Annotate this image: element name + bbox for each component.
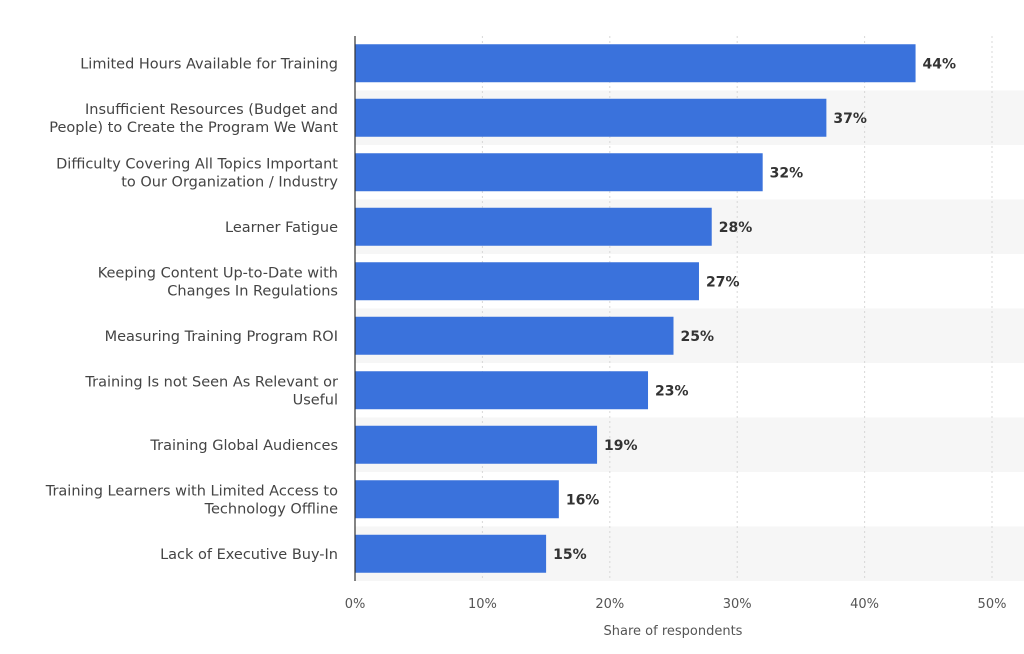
x-tick-labels: 0% 10% 20% 30% 40% 50% [345,597,1007,612]
data-label: 16% [566,492,600,508]
data-label: 25% [681,329,715,345]
data-label: 44% [923,56,957,72]
category-label: Training Learners with Limited Access to… [45,483,338,517]
data-label: 19% [604,438,638,454]
x-axis-title: Share of respondents [604,624,743,639]
bar [355,316,674,355]
data-label: 28% [719,220,753,236]
category-label: Learner Fatigue [225,220,338,236]
category-label: Insufficient Resources (Budget and People… [49,102,338,136]
data-label: 27% [706,274,740,290]
bar [355,153,763,192]
bar [355,262,699,301]
x-tick-label: 40% [850,597,879,612]
x-tick-label: 0% [345,597,366,612]
data-label: 37% [833,111,867,127]
value-labels: 44% 37% 32% 28% 27% 25% 23% 19% 16% 15% [553,56,956,563]
category-label: Lack of Executive Buy-In [160,547,338,563]
x-tick-label: 20% [595,597,624,612]
bar [355,371,649,410]
x-tick-label: 30% [723,597,752,612]
data-label: 15% [553,547,587,563]
category-labels: Limited Hours Available for Training Insu… [45,56,339,563]
x-tick-label: 10% [468,597,497,612]
bar [355,480,559,519]
bar [355,207,712,246]
category-label: Training Is not Seen As Relevant or Usefu… [84,374,338,408]
data-label: 23% [655,383,689,399]
category-label: Difficulty Covering All Topics Important… [56,156,338,190]
x-tick-label: 50% [978,597,1007,612]
category-label: Measuring Training Program ROI [105,329,338,345]
category-label: Keeping Content Up-to-Date with Changes I… [98,265,338,299]
bars [355,44,916,573]
bar [355,98,827,137]
bar [355,425,598,464]
data-label: 32% [770,165,804,181]
bar [355,534,547,573]
category-label: Limited Hours Available for Training [80,56,338,72]
category-label: Training Global Audiences [149,438,338,454]
bar [355,44,916,83]
